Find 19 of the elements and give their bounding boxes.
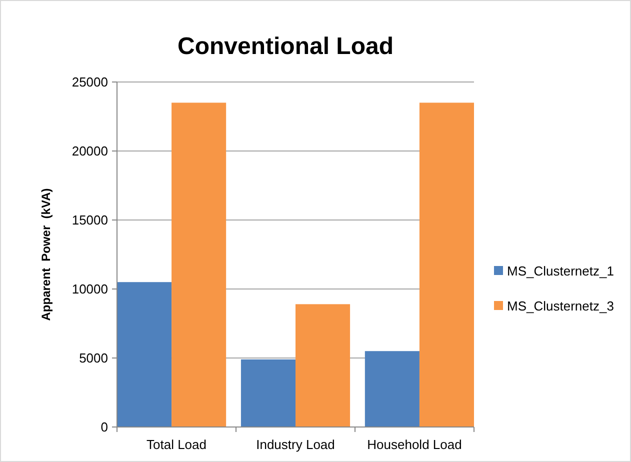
bar: [117, 282, 172, 427]
y-tick-label: 20000: [72, 144, 108, 159]
bar: [172, 102, 226, 427]
y-tick-label: 25000: [72, 74, 108, 90]
legend-label: MS_Clusternetz_1: [507, 264, 614, 279]
bar: [419, 102, 474, 427]
x-tick-label: Household Load: [367, 437, 462, 452]
y-tick-label: 10000: [72, 282, 108, 297]
y-tick-label: 15000: [72, 212, 108, 228]
bar: [296, 304, 350, 427]
legend-label: MS_Clusternetz_3: [507, 298, 614, 314]
chart-title: Conventional Load: [178, 33, 394, 60]
y-tick-label: 0: [100, 420, 108, 435]
x-tick-label: Total Load: [146, 437, 206, 452]
y-axis-title: Apparent Power (kVA): [39, 188, 53, 321]
y-tick-label: 5000: [79, 350, 108, 366]
bar: [364, 351, 420, 427]
bar: [240, 359, 296, 427]
x-tick-label: Industry Load: [256, 437, 335, 452]
